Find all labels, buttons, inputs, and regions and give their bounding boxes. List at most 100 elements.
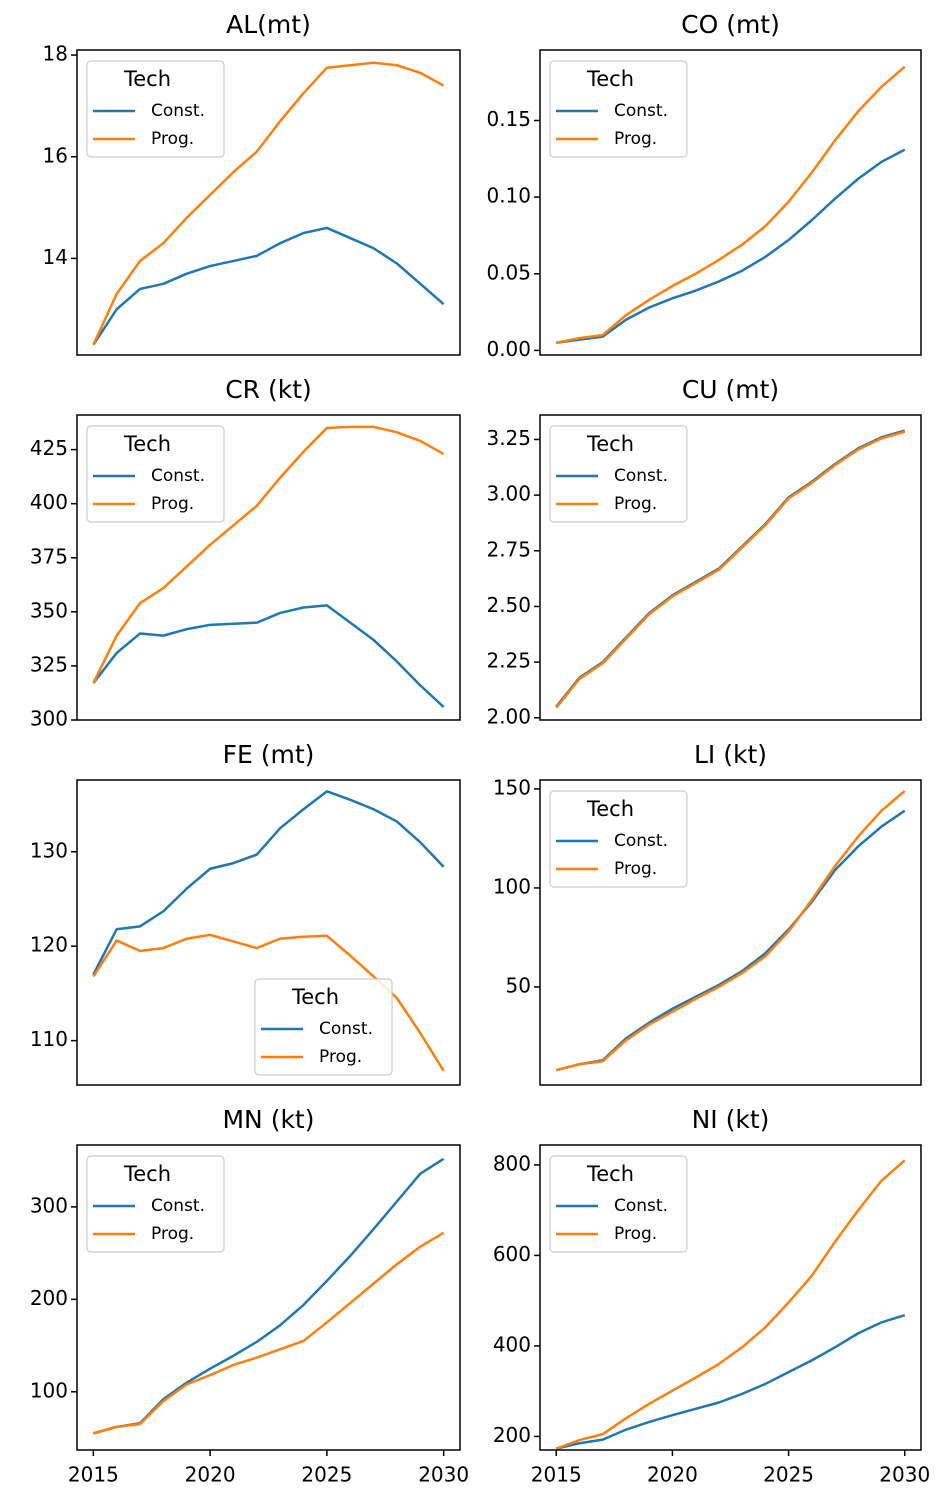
legend-title: Tech — [586, 432, 634, 456]
subplot-title: FE (mt) — [223, 740, 315, 769]
legend-box — [86, 60, 225, 158]
y-tick-label: 800 — [493, 1151, 531, 1175]
legend-title: Tech — [123, 432, 171, 456]
legend-label: Prog. — [151, 129, 194, 149]
series-line — [92, 790, 445, 976]
legend-label: Prog. — [151, 494, 194, 514]
plot-frame — [76, 49, 461, 356]
legend-box — [254, 978, 393, 1076]
subplot-title: CO (mt) — [681, 10, 780, 39]
legend-label: Prog. — [151, 1224, 194, 1244]
subplot-title: LI (kt) — [694, 740, 767, 769]
series-line — [92, 425, 445, 684]
y-tick-label: 3.25 — [486, 426, 531, 450]
y-tick-label: 0.10 — [486, 184, 531, 208]
y-tick-label: 100 — [30, 1378, 68, 1402]
legend-label: Prog. — [614, 494, 657, 514]
series-line — [555, 789, 906, 1072]
legend-title: Tech — [123, 67, 171, 91]
legend-box — [549, 1155, 688, 1253]
plot-frame — [76, 414, 461, 721]
y-tick-label: 150 — [493, 775, 531, 799]
legend-label: Const. — [614, 466, 668, 486]
series-line — [92, 61, 445, 346]
y-tick-label: 375 — [30, 544, 68, 568]
y-tick-label: 18 — [43, 42, 68, 66]
plot-frame — [539, 779, 922, 1086]
legend-label: Prog. — [319, 1047, 362, 1067]
y-tick-label: 2.25 — [486, 649, 531, 673]
plot-frame — [539, 414, 922, 721]
legend-label: Prog. — [614, 129, 657, 149]
y-tick-label: 600 — [493, 1242, 531, 1266]
y-tick-label: 50 — [506, 973, 531, 997]
y-tick-label: 400 — [493, 1332, 531, 1356]
legend-label: Const. — [151, 101, 205, 121]
plot-frame — [539, 1144, 922, 1451]
y-tick-label: 200 — [30, 1286, 68, 1310]
y-tick-label: 2.00 — [486, 704, 531, 728]
y-tick-label: 110 — [30, 1027, 68, 1051]
legend-label: Prog. — [614, 1224, 657, 1244]
y-tick-label: 350 — [30, 598, 68, 622]
subplot-title: MN (kt) — [222, 1105, 314, 1134]
y-tick-label: 3.00 — [486, 482, 531, 506]
legend-label: Const. — [151, 466, 205, 486]
subplot-title: AL(mt) — [226, 10, 311, 39]
x-tick-label: 2025 — [301, 1463, 352, 1487]
y-tick-label: 400 — [30, 490, 68, 514]
plot-frame — [539, 49, 922, 356]
subplot-title: CR (kt) — [225, 375, 312, 404]
y-tick-label: 425 — [30, 436, 68, 460]
y-tick-label: 300 — [30, 1193, 68, 1217]
legend-box — [86, 425, 225, 523]
legend-box — [549, 60, 688, 158]
legend-box — [86, 1155, 225, 1253]
y-tick-label: 0.05 — [486, 260, 531, 284]
series-line — [93, 1231, 445, 1435]
y-tick-label: 2.75 — [486, 537, 531, 561]
y-tick-label: 300 — [30, 707, 68, 731]
legend-title: Tech — [586, 797, 634, 821]
y-tick-label: 16 — [43, 143, 68, 167]
legend-label: Const. — [614, 831, 668, 851]
legend-label: Const. — [614, 1196, 668, 1216]
legend-label: Const. — [151, 1196, 205, 1216]
x-tick-label: 2025 — [763, 1463, 814, 1487]
legend-box — [549, 790, 688, 888]
legend-title: Tech — [291, 985, 339, 1009]
y-tick-label: 0.00 — [486, 337, 531, 361]
y-tick-label: 130 — [30, 838, 68, 862]
y-tick-label: 0.15 — [486, 107, 531, 131]
y-tick-label: 200 — [493, 1423, 531, 1447]
series-line — [556, 148, 906, 344]
y-tick-label: 120 — [30, 933, 68, 957]
series-line — [92, 604, 445, 708]
y-tick-label: 14 — [43, 245, 68, 269]
subplot-title: NI (kt) — [692, 1105, 770, 1134]
x-tick-label: 2020 — [185, 1463, 236, 1487]
y-tick-label: 100 — [493, 874, 531, 898]
plot-frame — [76, 779, 461, 1086]
series-line — [556, 65, 906, 344]
series-line — [555, 1159, 906, 1450]
series-line — [555, 430, 906, 709]
legend-title: Tech — [586, 1162, 634, 1186]
series-line — [92, 226, 445, 346]
subplot-title: CU (mt) — [682, 375, 779, 404]
series-line — [555, 1313, 906, 1450]
legend-label: Const. — [614, 101, 668, 121]
x-tick-label: 2015 — [531, 1463, 582, 1487]
legend-title: Tech — [123, 1162, 171, 1186]
plot-frame — [76, 1144, 461, 1451]
legend-title: Tech — [586, 67, 634, 91]
legend-label: Const. — [319, 1019, 373, 1039]
x-tick-label: 2015 — [68, 1463, 119, 1487]
legend-box — [549, 425, 688, 523]
x-tick-label: 2020 — [647, 1463, 698, 1487]
y-tick-label: 2.50 — [486, 593, 531, 617]
x-tick-label: 2030 — [418, 1463, 469, 1487]
y-tick-label: 325 — [30, 652, 68, 676]
legend-label: Prog. — [614, 859, 657, 879]
